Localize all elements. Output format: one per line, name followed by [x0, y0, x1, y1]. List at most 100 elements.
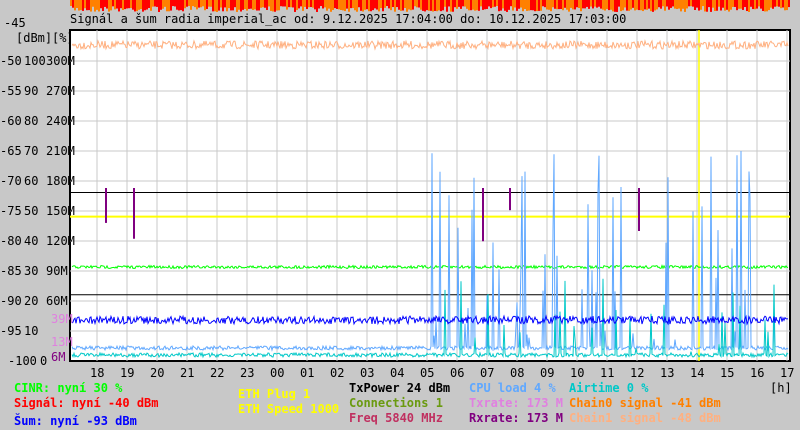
- signal-strip-mark: [510, 0, 512, 7]
- signal-strip-mark: [560, 0, 562, 9]
- signal-strip-mark: [292, 0, 294, 8]
- signal-strip-mark: [82, 0, 84, 11]
- signal-strip-mark: [682, 0, 684, 9]
- signal-strip-mark: [84, 0, 86, 9]
- signal-strip-mark: [276, 0, 278, 11]
- signal-strip-mark: [436, 0, 438, 12]
- y-tick-pct: 20: [24, 294, 39, 308]
- signal-strip-mark: [414, 0, 416, 7]
- signal-strip-mark: [324, 0, 326, 8]
- signal-strip-mark: [132, 0, 134, 10]
- signal-strip-mark: [788, 0, 790, 8]
- signal-strip-mark: [516, 0, 518, 11]
- signal-strip-mark: [738, 0, 740, 9]
- x-tick-label: 07: [480, 366, 495, 380]
- signal-strip-mark: [316, 0, 318, 12]
- signal-strip-mark: [548, 0, 550, 10]
- x-tick-label: 03: [360, 366, 375, 380]
- signal-strip-mark: [714, 0, 716, 12]
- signal-strip-mark: [182, 0, 184, 12]
- signal-strip-mark: [662, 0, 664, 7]
- signal-strip-mark: [718, 0, 720, 7]
- signal-strip-mark: [162, 0, 164, 9]
- signal-strip-mark: [566, 0, 568, 10]
- y-tick-pct: 30: [24, 264, 39, 278]
- y-tick-rate: 150M: [46, 204, 75, 218]
- signal-strip-mark: [286, 0, 288, 10]
- legend-eth-plug: ETH Plug 1: [238, 387, 311, 401]
- signal-strip-mark: [278, 0, 280, 11]
- signal-strip-mark: [756, 0, 758, 9]
- legend-rxrate: Rxrate: 173 M: [469, 411, 563, 425]
- signal-strip-mark: [298, 0, 300, 9]
- signal-strip-mark: [734, 0, 736, 7]
- signal-strip-mark: [88, 0, 90, 11]
- signal-strip-mark: [250, 0, 252, 9]
- legend-eth-speed: ETH Speed 1000: [238, 402, 340, 416]
- x-tick-label: 06: [450, 366, 465, 380]
- x-tick-label: 15: [720, 366, 735, 380]
- signal-strip-mark: [486, 0, 488, 9]
- legend-cinr: CINR: nyní 30 %: [14, 381, 123, 395]
- x-tick-label: 16: [750, 366, 765, 380]
- signal-strip-mark: [358, 0, 360, 8]
- signal-strip-mark: [228, 0, 230, 9]
- signal-strip-mark: [300, 0, 302, 7]
- signal-strip-mark: [352, 0, 354, 9]
- signal-strip-mark: [320, 0, 322, 7]
- signal-strip-mark: [678, 0, 680, 9]
- signal-strip-mark: [180, 0, 182, 11]
- signal-strip-mark: [220, 0, 222, 8]
- signal-strip-mark: [778, 0, 780, 7]
- signal-strip-mark: [606, 0, 608, 9]
- signal-strip-mark: [390, 0, 392, 11]
- y-tick-pct: 100: [24, 54, 46, 68]
- signal-strip-mark: [108, 0, 110, 12]
- signal-strip-mark: [348, 0, 350, 12]
- signal-strip-mark: [660, 0, 662, 9]
- signal-strip-mark: [136, 0, 138, 12]
- chart-title: Signál a šum radia imperial_ac od: 9.12.…: [70, 12, 627, 26]
- signal-strip-mark: [116, 0, 118, 9]
- signal-strip-mark: [596, 0, 598, 8]
- signal-strip-mark: [212, 0, 214, 12]
- y-tick-dbm: -75: [0, 204, 22, 218]
- signal-strip-mark: [644, 0, 646, 10]
- signal-strip-mark: [122, 0, 124, 10]
- signal-strip-mark: [496, 0, 498, 7]
- signal-strip-mark: [588, 0, 590, 9]
- signal-strip-mark: [174, 0, 176, 7]
- signal-strip-mark: [594, 0, 596, 7]
- signal-strip-mark: [702, 0, 704, 7]
- signal-strip-mark: [102, 0, 104, 12]
- signal-strip-mark: [506, 0, 508, 12]
- signal-strip-mark: [578, 0, 580, 9]
- x-tick-label: 08: [510, 366, 525, 380]
- signal-strip-mark: [712, 0, 714, 8]
- y-tick-pct: 10: [24, 324, 39, 338]
- signal-strip-mark: [98, 0, 100, 12]
- y-tick-dbm: -95: [0, 324, 22, 338]
- signal-strip-mark: [334, 0, 336, 9]
- signal-strip-mark: [400, 0, 402, 11]
- signal-strip-mark: [302, 0, 304, 11]
- signal-strip-mark: [318, 0, 320, 9]
- signal-strip-mark: [770, 0, 772, 8]
- signal-strip-mark: [336, 0, 338, 9]
- signal-strip-mark: [166, 0, 168, 12]
- signal-strip-mark: [776, 0, 778, 7]
- signal-strip-mark: [416, 0, 418, 8]
- signal-strip-mark: [204, 0, 206, 11]
- signal-strip-mark: [296, 0, 298, 11]
- signal-strip-mark: [120, 0, 122, 9]
- signal-strip-mark: [784, 0, 786, 11]
- legend-cpu: CPU load 4 %: [469, 381, 556, 395]
- x-tick-label: 00: [270, 366, 285, 380]
- signal-strip-mark: [772, 0, 774, 9]
- signal-strip-mark: [148, 0, 150, 8]
- y-tick-dbm: -60: [0, 114, 22, 128]
- signal-strip-mark: [616, 0, 618, 12]
- signal-strip-mark: [134, 0, 136, 12]
- signal-strip-mark: [184, 0, 186, 9]
